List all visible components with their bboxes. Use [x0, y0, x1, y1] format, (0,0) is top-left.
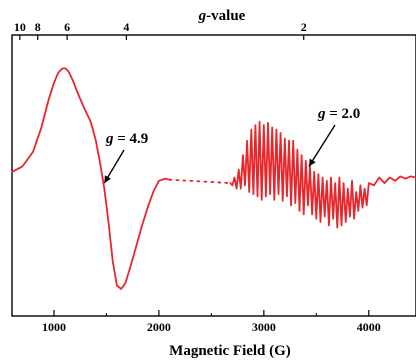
annotation-value: = 4.9	[114, 131, 149, 147]
top-tick-label: 10	[14, 20, 26, 34]
spectrum-series	[11, 67, 416, 290]
plot-frame	[11, 34, 416, 317]
annotation-arrow-head	[309, 158, 316, 167]
x-tick-label: 4000	[357, 320, 381, 334]
annotation-g: g	[105, 131, 114, 147]
top-tick-label: 8	[35, 20, 41, 34]
top-axis-title-g: g	[198, 8, 207, 24]
x-tick-label: 3000	[252, 320, 276, 334]
top-tick-label: 6	[64, 20, 70, 34]
x-axis-title: Magnetic Field (G)	[169, 343, 291, 359]
annotation-label: g = 2.0	[317, 106, 360, 122]
top-axis-ticks: 10 8 6 4 2	[14, 20, 307, 40]
spectrum-line-segment	[229, 120, 416, 229]
annotation-arrow-shaft	[308, 124, 336, 167]
top-tick-label: 4	[123, 20, 129, 34]
annotation-arrow-head	[104, 175, 111, 184]
x-tick-label: 1000	[42, 320, 66, 334]
spectrum-line-segment	[11, 67, 171, 290]
annotation-label: g = 4.9	[105, 131, 148, 147]
annotation-g: g	[317, 106, 326, 122]
top-axis-title-rest: -value	[206, 8, 246, 24]
spectrum-gap-dotted	[168, 178, 232, 185]
x-tick-label: 2000	[147, 320, 171, 334]
annotations: g = 4.9g = 2.0	[103, 106, 360, 184]
top-tick-label: 2	[301, 20, 307, 34]
top-axis-title: g-value	[198, 8, 246, 24]
bottom-axis-ticks: 1000 2000 3000 4000	[42, 310, 381, 334]
annotation-value: = 2.0	[326, 106, 361, 122]
